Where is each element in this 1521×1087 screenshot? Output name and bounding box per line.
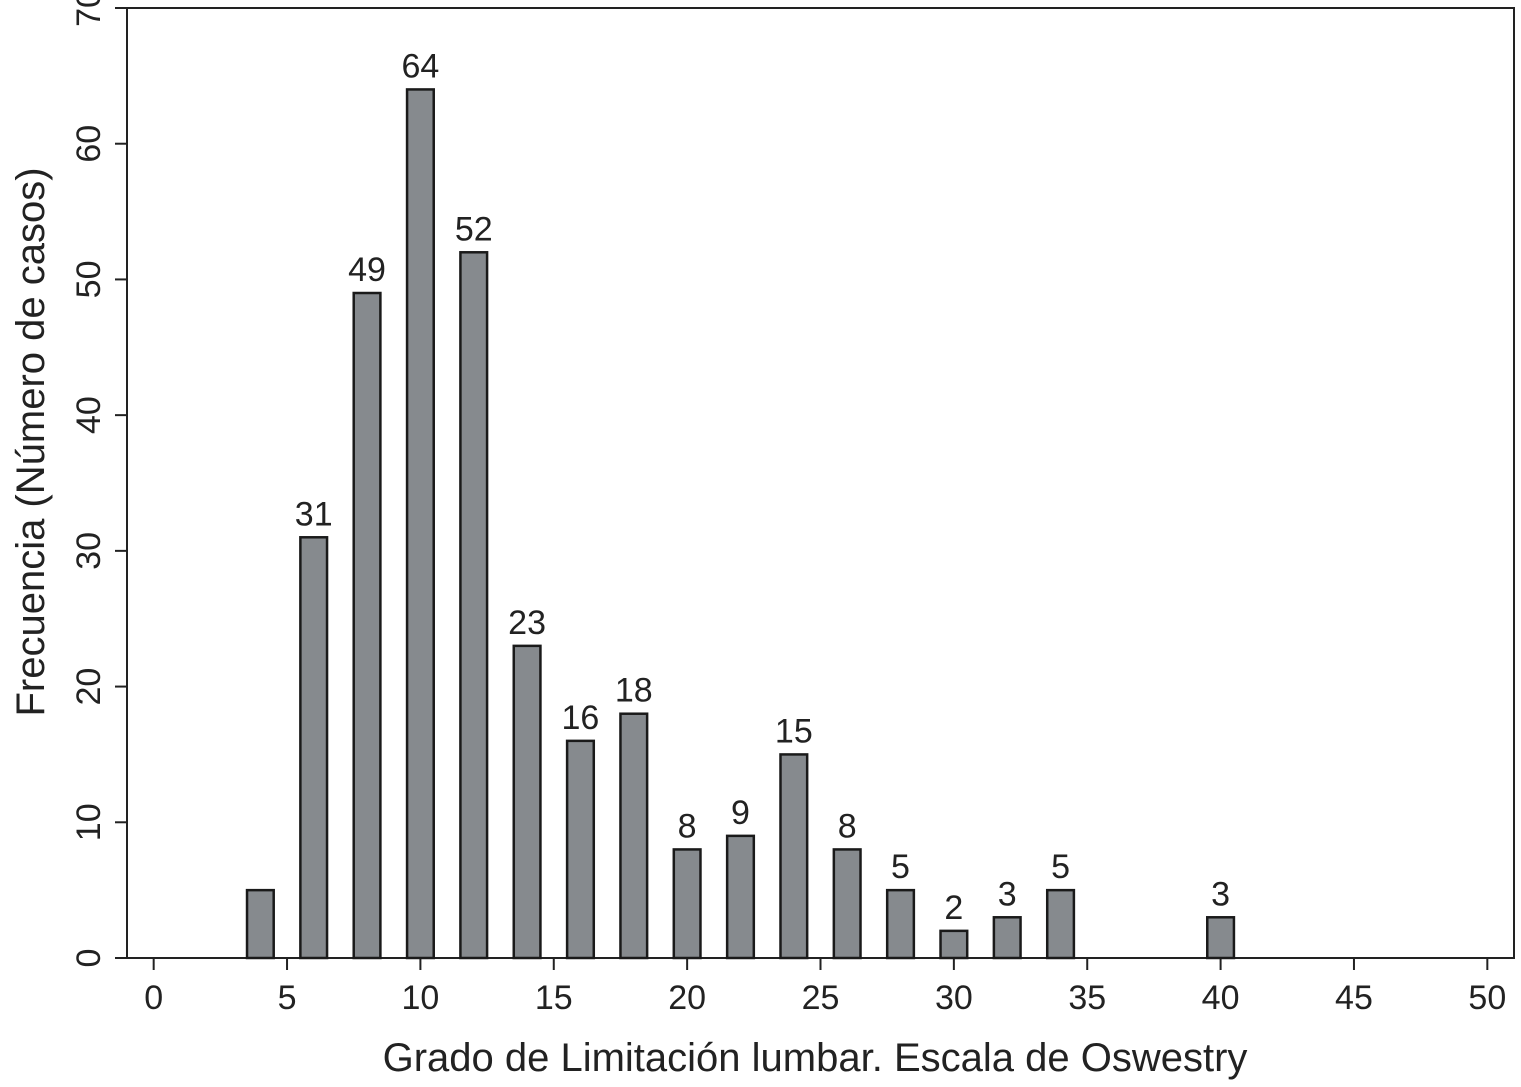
bar-value-label: 18 [615, 672, 653, 710]
x-tick-label: 5 [278, 979, 297, 1017]
plot-frame [126, 7, 1515, 959]
x-tick-label: 40 [1202, 979, 1240, 1017]
bar-value-label: 52 [455, 210, 493, 248]
bar [512, 644, 542, 960]
bar-value-label: 64 [401, 47, 439, 85]
y-tick-label: 40 [70, 396, 108, 434]
bar [459, 251, 489, 960]
bar [992, 916, 1022, 960]
bar [779, 753, 809, 960]
bar [1206, 916, 1236, 960]
bar [832, 848, 862, 960]
x-tick-label: 20 [668, 979, 706, 1017]
bar [939, 929, 969, 960]
bar-value-label: 8 [678, 807, 697, 845]
bar-value-label: 2 [944, 889, 963, 927]
bar-value-label: 16 [562, 699, 600, 737]
x-tick-label: 15 [535, 979, 573, 1017]
bar [405, 88, 435, 960]
bar-value-label: 8 [838, 807, 857, 845]
y-tick-label: 10 [70, 803, 108, 841]
x-tick-label: 50 [1468, 979, 1506, 1017]
bar-value-label: 23 [508, 604, 546, 642]
bar [565, 739, 596, 960]
x-tick-label: 35 [1068, 979, 1106, 1017]
bar-value-label: 31 [295, 495, 333, 533]
bar [352, 291, 382, 960]
x-tick-label: 0 [144, 979, 163, 1017]
y-tick-label: 0 [70, 949, 108, 968]
y-tick-label: 60 [70, 125, 108, 163]
y-axis: 0 10 20 30 40 50 60 70 [70, 0, 127, 967]
bar-value-label: 5 [1051, 848, 1070, 886]
bar-value-label: 3 [1211, 875, 1230, 913]
bar-value-label: 5 [891, 848, 910, 886]
bar [619, 712, 649, 960]
x-tick-label: 45 [1335, 979, 1373, 1017]
bar [245, 888, 275, 960]
y-tick-label: 50 [70, 261, 108, 299]
y-tick-label: 70 [70, 0, 108, 27]
bar-value-label: 49 [348, 251, 386, 289]
bar [672, 848, 702, 960]
x-tick-label: 25 [802, 979, 840, 1017]
plot-border [126, 7, 1515, 959]
y-axis-title: Frecuencia (Número de casos) [9, 167, 53, 716]
x-tick-label: 30 [935, 979, 973, 1017]
bar [1045, 888, 1076, 960]
bar-value-label: 9 [731, 794, 750, 832]
bar-value-label: 15 [775, 712, 813, 750]
x-axis-title: Grado de Limitación lumbar. Escala de Os… [383, 1036, 1248, 1080]
bar-value-label: 3 [998, 875, 1017, 913]
bar [725, 834, 756, 960]
bar [299, 536, 329, 960]
bars-group [245, 88, 1236, 960]
y-tick-label: 30 [70, 532, 108, 570]
x-axis: 0 5 10 15 20 25 30 35 40 45 50 [144, 958, 1506, 1017]
x-tick-label: 10 [401, 979, 439, 1017]
y-tick-label: 20 [70, 668, 108, 706]
bar [885, 888, 916, 960]
